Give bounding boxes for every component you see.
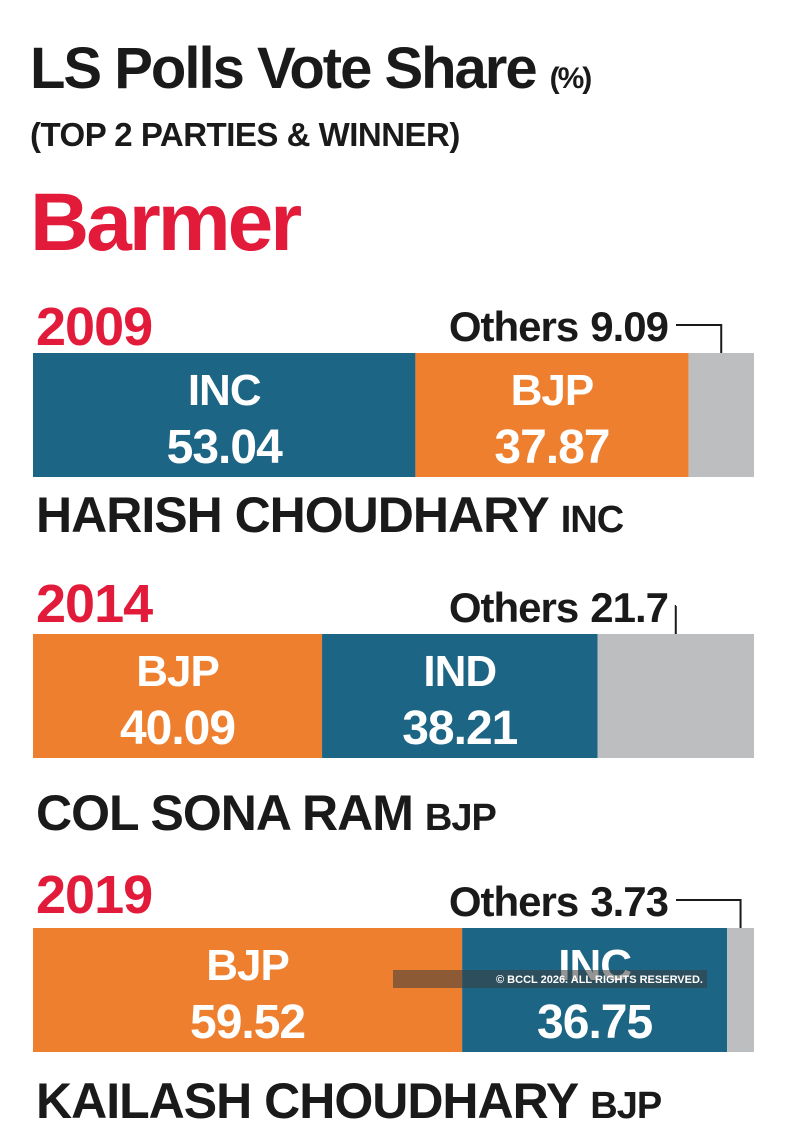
bar-segment: [322, 634, 598, 758]
segment-value: 53.04: [167, 421, 283, 474]
winner-party: BJP: [590, 1085, 662, 1124]
winner: COL SONA RAM BJP: [36, 785, 496, 841]
bar-segment: [597, 634, 754, 758]
winner: KAILASH CHOUDHARY BJP: [36, 1073, 662, 1124]
bar-segment: [415, 353, 689, 477]
callout-label: Others 3.73: [449, 878, 668, 925]
title: LS Polls Vote Share (%): [30, 36, 591, 101]
segment-value: 37.87: [494, 421, 609, 474]
segment-party: BJP: [206, 941, 289, 990]
callout-party: Others: [449, 878, 578, 925]
callout-label: Others 9.09: [449, 303, 668, 350]
callout-party: Others: [449, 584, 578, 631]
callout-line: [676, 324, 723, 353]
callout-value: 21.7: [590, 584, 668, 631]
bar-segment: [462, 928, 728, 1052]
title-unit: (%): [550, 62, 592, 95]
winner-name: COL SONA RAM: [36, 785, 413, 841]
segment-value: 40.09: [120, 702, 235, 755]
callout-party: Others: [449, 303, 578, 350]
segment-party: IND: [423, 647, 496, 696]
year-heading: 2019: [36, 865, 152, 925]
callout-value: 9.09: [590, 303, 668, 350]
winner-party: BJP: [425, 797, 497, 839]
winner-party: INC: [561, 499, 624, 541]
winner-name: HARISH CHOUDHARY: [36, 487, 549, 543]
bar-segment: [33, 353, 416, 477]
watermark-band: [393, 970, 707, 988]
segment-party: BJP: [136, 647, 219, 696]
winner-name: KAILASH CHOUDHARY: [36, 1073, 579, 1124]
year-heading: 2009: [36, 297, 152, 357]
callout-value: 3.73: [590, 878, 668, 925]
watermark: © BCCL 2026. ALL RIGHTS RESERVED.: [496, 974, 703, 986]
year-heading: 2014: [36, 574, 153, 634]
segment-value: 36.75: [537, 996, 652, 1049]
title-text: LS Polls Vote Share: [30, 36, 536, 101]
segment-party: BJP: [511, 366, 594, 415]
segment-party: INC: [188, 366, 261, 415]
subtitle: (TOP 2 PARTIES & WINNER): [30, 116, 460, 153]
segment-value: 59.52: [190, 996, 305, 1049]
bar-segment: [688, 353, 754, 477]
bar-segment: [33, 634, 323, 758]
callout-line: [676, 899, 742, 928]
bar-segment: [727, 928, 754, 1052]
bar-segment: [33, 928, 463, 1052]
constituency: Barmer: [30, 177, 301, 268]
segment-value: 38.21: [402, 702, 517, 755]
callout-label: Others 21.7: [449, 584, 668, 631]
winner: HARISH CHOUDHARY INC: [36, 487, 624, 543]
